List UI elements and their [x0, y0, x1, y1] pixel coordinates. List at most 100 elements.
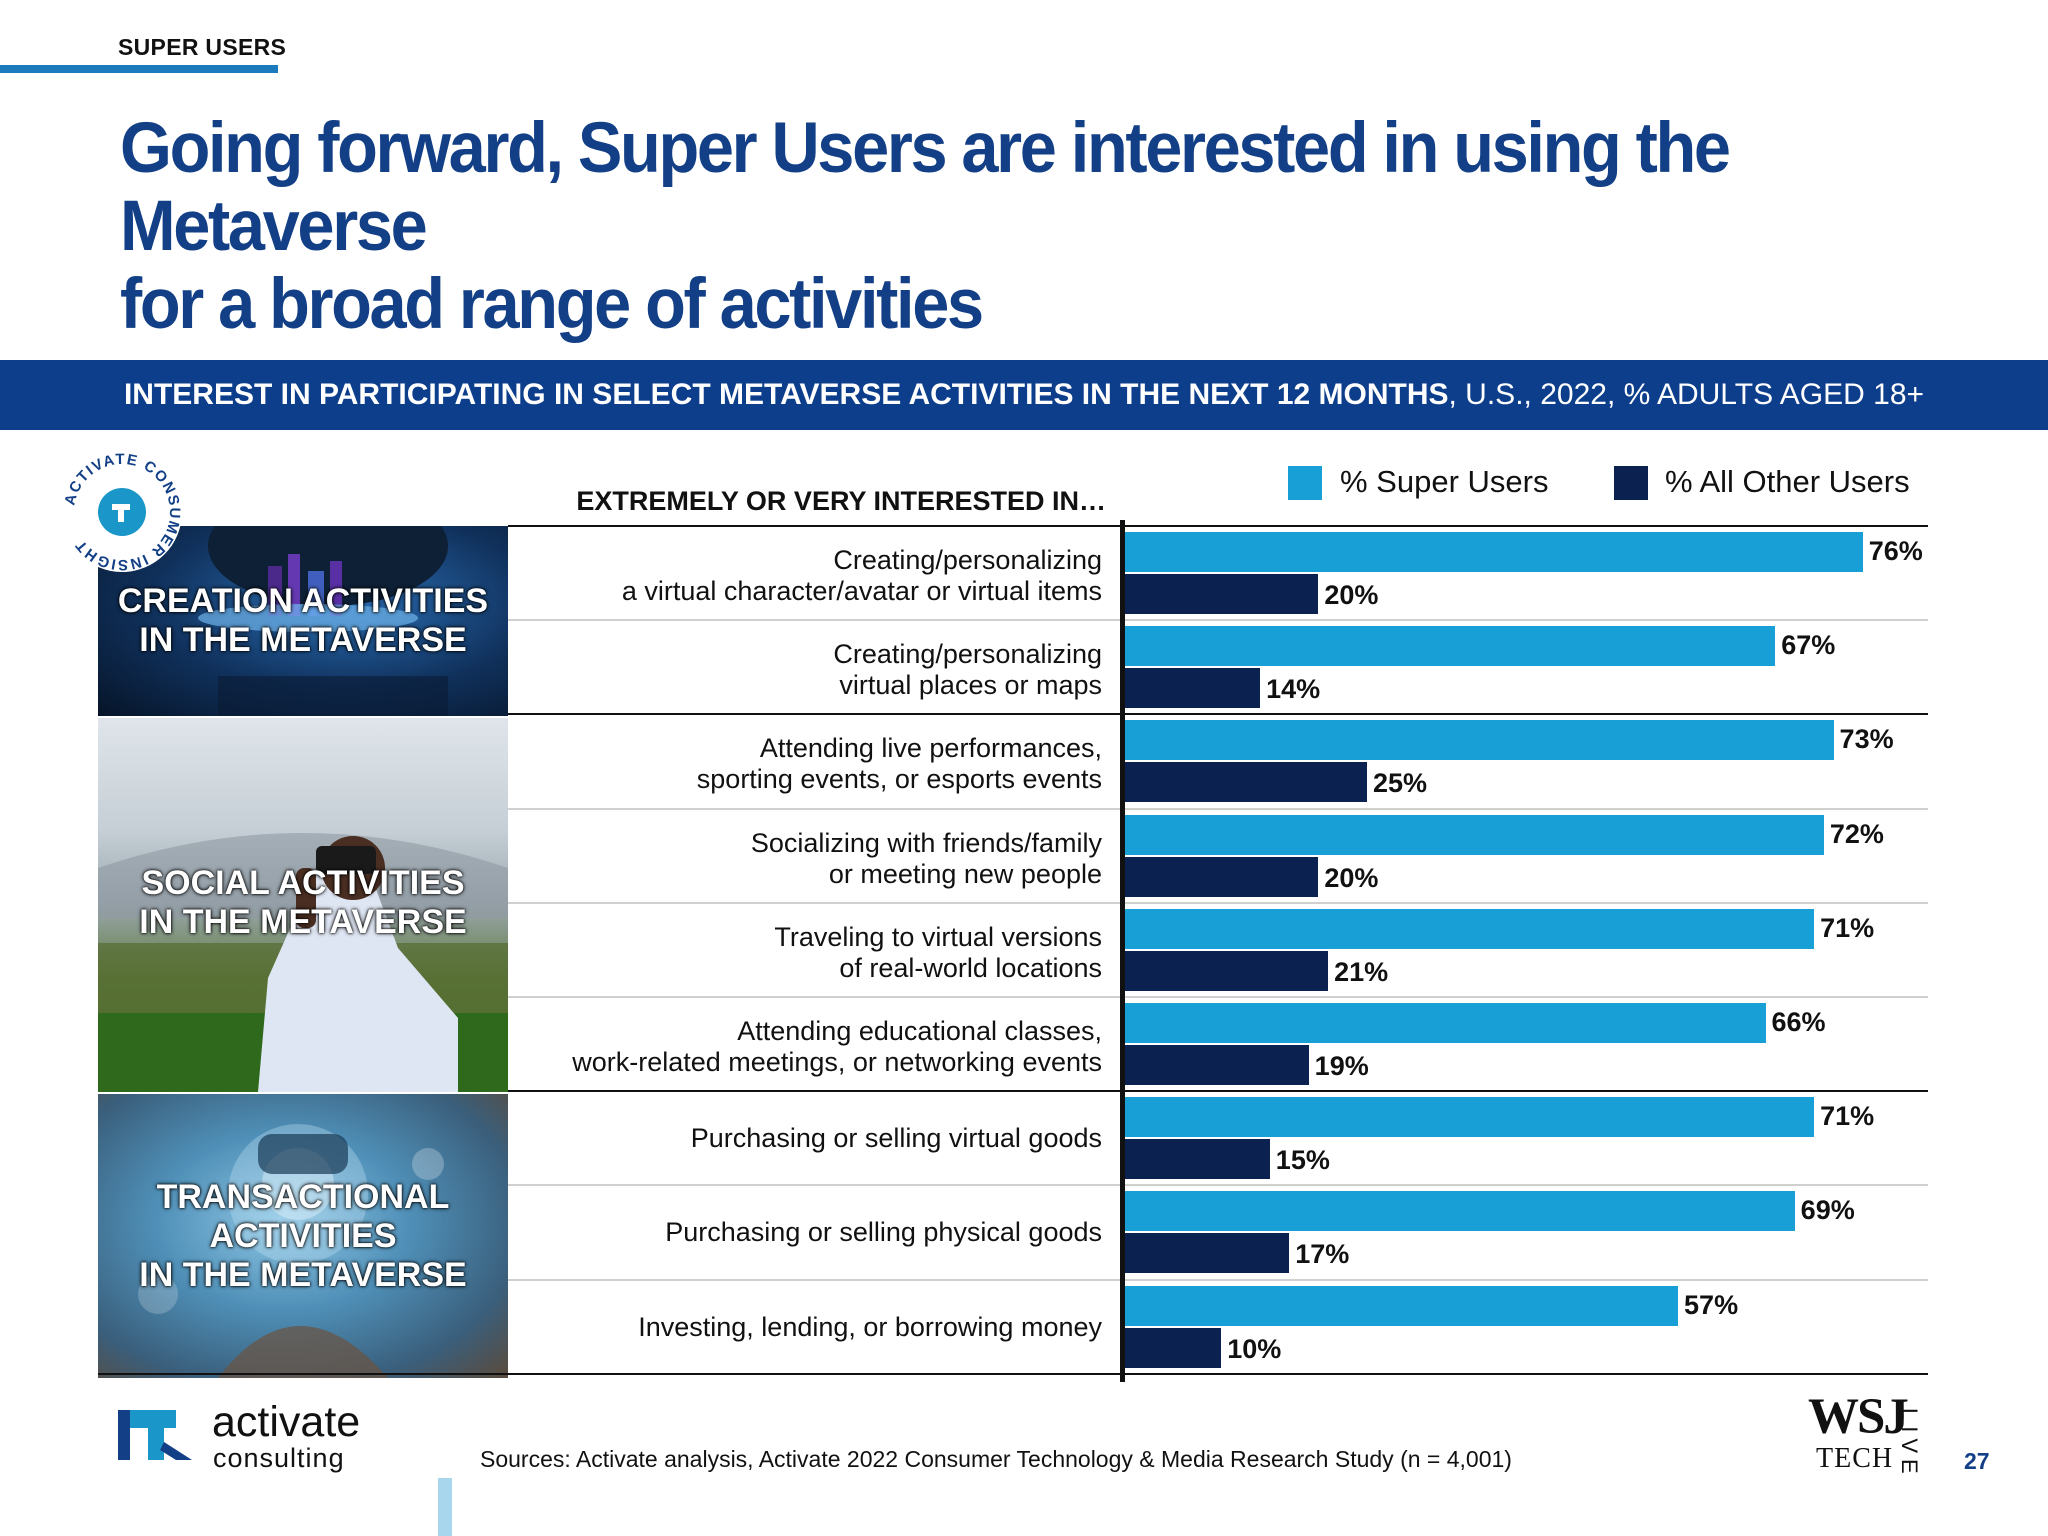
bar-value-all-other-users: 21% — [1334, 956, 1389, 987]
row-divider — [508, 1090, 1928, 1093]
bar-all-other-users — [1124, 668, 1261, 709]
bar-value-super-users: 72% — [1829, 818, 1884, 849]
bar-value-super-users: 71% — [1820, 912, 1875, 943]
bar-super-users — [1124, 1003, 1766, 1043]
bar-value-super-users: 76% — [1868, 536, 1923, 566]
section-label: SUPER USERS — [118, 34, 287, 60]
row-label-line: virtual places or maps — [839, 670, 1102, 701]
title-line-2: for a broad range of activities — [120, 265, 984, 344]
activate-logo-sub: consulting — [213, 1443, 345, 1473]
social-image-icon — [98, 833, 508, 1092]
bar-value-all-other-users: 25% — [1373, 768, 1428, 799]
row-label-line: Investing, lending, or borrowing money — [638, 1311, 1102, 1342]
row-label: Purchasing or selling virtual goods — [691, 1123, 1102, 1154]
decorative-bar — [438, 1478, 452, 1536]
bar-value-all-other-users: 10% — [1227, 1333, 1282, 1364]
row-label-line: Creating/personalizing — [833, 639, 1102, 670]
row-divider — [508, 996, 1928, 998]
creation-label-line-1: CREATION ACTIVITIES — [117, 582, 489, 620]
bar-all-other-users — [1124, 1139, 1270, 1180]
transactional-label-line-1: TRANSACTIONAL — [156, 1178, 450, 1216]
transactional-label-line-3: IN THE METAVERSE — [139, 1256, 467, 1294]
social-panel: SOCIAL ACTIVITIES IN THE METAVERSE — [98, 718, 508, 1092]
row-divider-top — [508, 525, 1928, 527]
bar-all-other-users — [1124, 574, 1319, 614]
row-label-line: Attending educational classes, — [737, 1016, 1102, 1046]
social-label-line-1: SOCIAL ACTIVITIES — [141, 864, 465, 902]
chart-axis-line — [1120, 520, 1125, 1382]
bar-value-all-other-users: 20% — [1324, 862, 1379, 893]
row-divider — [508, 619, 1928, 622]
bar-super-users — [1124, 1191, 1795, 1232]
transactional-image-icon — [138, 1124, 444, 1378]
row-label-line: work-related meetings, or networking eve… — [572, 1047, 1102, 1077]
bar-all-other-users — [1124, 856, 1319, 897]
wsj-live-logo: LIVE — [1897, 1408, 1922, 1480]
row-label-line: Socializing with friends/family — [750, 827, 1102, 858]
row-label-line: of real-world locations — [839, 952, 1102, 983]
page-title: Going forward, Super Users are intereste… — [120, 110, 1812, 344]
row-label: Investing, lending, or borrowing money — [638, 1312, 1102, 1343]
legend-label-other: % All Other Users — [1665, 464, 1910, 499]
bar-all-other-users — [1124, 762, 1367, 803]
row-divider — [508, 1184, 1928, 1187]
bar-value-super-users: 66% — [1771, 1007, 1826, 1037]
bar-super-users — [1124, 720, 1834, 761]
bar-super-users — [1124, 908, 1815, 949]
row-label-line: Creating/personalizing — [833, 545, 1102, 575]
consumer-insight-badge: ACTIVATE CONSUMER INSIGHT — [61, 451, 182, 573]
row-label-line: Purchasing or selling virtual goods — [690, 1123, 1102, 1154]
chart-banner-text: INTEREST IN PARTICIPATING IN SELECT META… — [0, 360, 2048, 430]
banner-bold: INTEREST IN PARTICIPATING IN SELECT META… — [123, 378, 1449, 411]
transactional-label: TRANSACTIONAL ACTIVITIES IN THE METAVERS… — [98, 1178, 508, 1295]
bar-value-super-users: 69% — [1800, 1195, 1855, 1226]
transactional-label-line-2: ACTIVITIES — [209, 1217, 397, 1255]
bar-super-users — [1124, 814, 1824, 855]
row-label: Purchasing or selling physical goods — [665, 1217, 1102, 1248]
bar-value-super-users: 73% — [1839, 724, 1894, 755]
bar-value-all-other-users: 19% — [1314, 1051, 1369, 1081]
row-label-line: Attending live performances, — [759, 733, 1102, 764]
bar-all-other-users — [1124, 1233, 1290, 1274]
row-label: Creating/personalizing virtual places or … — [833, 639, 1102, 701]
bar-super-users — [1124, 626, 1776, 667]
bar-value-all-other-users: 20% — [1324, 580, 1379, 610]
page-number: 27 — [1964, 1448, 1990, 1474]
transactional-panel: TRANSACTIONAL ACTIVITIES IN THE METAVERS… — [98, 1094, 508, 1378]
creation-image-icon — [198, 526, 448, 716]
bar-all-other-users — [1124, 950, 1329, 991]
wsj-tech-logo: TECH — [1816, 1443, 1894, 1474]
bar-super-users — [1124, 1285, 1679, 1326]
chart-banner — [0, 360, 2048, 430]
social-label: SOCIAL ACTIVITIES IN THE METAVERSE — [98, 864, 508, 942]
row-label-line: a virtual character/avatar or virtual it… — [621, 576, 1102, 606]
bar-value-super-users: 71% — [1820, 1101, 1875, 1132]
wsj-logo: WSJ — [1808, 1389, 1909, 1445]
bar-value-all-other-users: 15% — [1275, 1145, 1330, 1176]
social-label-line-2: IN THE METAVERSE — [139, 903, 467, 941]
row-label: Attending live performances, sporting eve… — [697, 733, 1102, 795]
bar-super-users — [1124, 532, 1863, 572]
creation-label-line-2: IN THE METAVERSE — [139, 621, 467, 659]
bar-value-all-other-users: 17% — [1295, 1239, 1350, 1270]
legend-swatch-super — [1288, 466, 1322, 500]
bar-super-users — [1124, 1097, 1815, 1138]
row-label: Traveling to virtual versions of real-wor… — [774, 922, 1102, 984]
sources-note: Sources: Activate analysis, Activate 202… — [480, 1446, 1512, 1472]
row-label: Attending educational classes, work-relat… — [572, 1016, 1102, 1078]
row-divider — [98, 1372, 1928, 1375]
row-label-line: or meeting new people — [828, 858, 1102, 889]
bar-value-super-users: 57% — [1684, 1289, 1739, 1320]
creation-panel: CREATION ACTIVITIES IN THE METAVERSE — [98, 526, 508, 716]
section-underline — [0, 65, 278, 73]
legend-swatch-other — [1614, 466, 1648, 500]
legend-label-super: % Super Users — [1340, 464, 1549, 499]
banner-rest: , U.S., 2022, % ADULTS AGED 18+ — [1448, 378, 1925, 411]
bar-value-all-other-users: 14% — [1266, 674, 1321, 705]
row-divider — [508, 1278, 1928, 1281]
activate-logo-icon — [118, 1410, 192, 1460]
row-label-line: sporting events, or esports events — [696, 764, 1102, 795]
creation-label: CREATION ACTIVITIES IN THE METAVERSE — [98, 582, 508, 660]
bar-value-super-users: 67% — [1781, 630, 1836, 661]
